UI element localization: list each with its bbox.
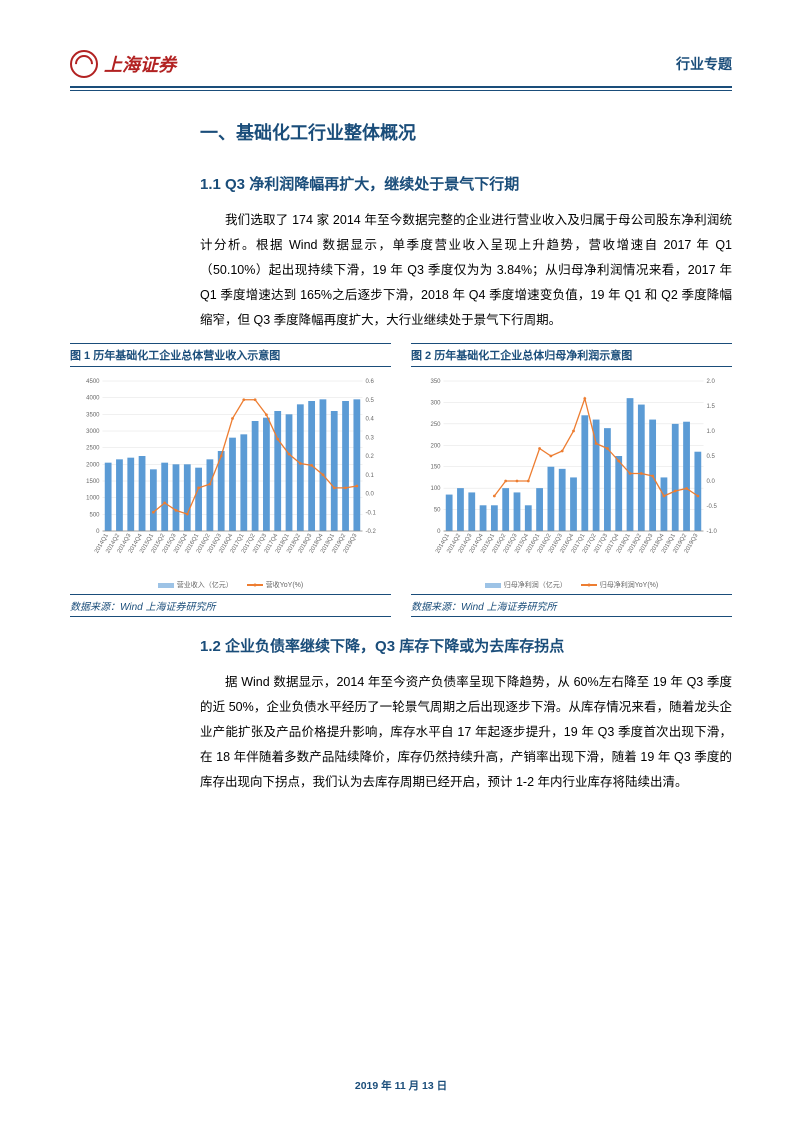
svg-text:150: 150 [430,465,441,471]
chart-2-block: 图 2 历年基础化工企业总体归母净利润示意图 0 50 100 150 200 250 30… [411,343,732,617]
svg-text:3500: 3500 [86,412,100,418]
chart-1-block: 图 1 历年基础化工企业总体营业收入示意图 0 500 1000 1500 2000 25… [70,343,391,617]
page-header: 上海证券 行业专题 [70,50,732,78]
footer-date: 2019 年 11 月 13 日 [0,1078,802,1093]
svg-text:350: 350 [430,379,441,385]
subsection-1-2-body: 据 Wind 数据显示，2014 年至今资产负债率呈现下降趋势，从 60%左右降… [200,670,732,795]
logo: 上海证券 [70,50,176,78]
svg-text:3000: 3000 [86,429,100,435]
svg-text:250: 250 [430,422,441,428]
subsection-1-2-title: 1.2 企业负债率继续下降，Q3 库存下降或为去库存拐点 [200,635,732,656]
chart-1-svg: 0 500 1000 1500 2000 2500 3000 3500 4000 4500 -0.2… [70,373,391,573]
svg-text:-0.1: -0.1 [366,510,377,516]
svg-text:0: 0 [437,529,441,535]
header-category: 行业专题 [676,54,732,74]
svg-text:4500: 4500 [86,379,100,385]
chart-1-legend-bar: 营业收入（亿元） [158,580,233,590]
legend-bar-swatch [158,583,174,588]
svg-text:0.5: 0.5 [366,398,375,404]
svg-text:0.0: 0.0 [707,479,716,485]
chart-2-legend-bar: 归母净利润（亿元） [485,580,567,590]
legend-line-swatch [247,584,263,586]
svg-text:2500: 2500 [86,446,100,452]
svg-text:300: 300 [430,400,441,406]
logo-icon [70,50,98,78]
chart-1-source: 数据来源：Wind 上海证券研究所 [70,594,391,617]
chart-2-bar-legend-label: 归母净利润（亿元） [504,580,567,590]
svg-text:0.3: 0.3 [366,435,375,441]
svg-text:-0.2: -0.2 [366,529,377,535]
svg-text:0.6: 0.6 [366,379,375,385]
chart-2-legend: 归母净利润（亿元） 归母净利润YoY(%) [411,580,732,590]
svg-text:100: 100 [430,486,441,492]
svg-text:0.5: 0.5 [707,454,716,460]
chart-1-legend-line: 营收YoY(%) [247,580,303,590]
chart-2-source: 数据来源：Wind 上海证券研究所 [411,594,732,617]
svg-text:4000: 4000 [86,396,100,402]
svg-text:2000: 2000 [86,462,100,468]
chart-1-bar-legend-label: 营业收入（亿元） [177,580,233,590]
svg-text:0.2: 0.2 [366,454,375,460]
svg-text:500: 500 [89,512,100,518]
logo-text: 上海证券 [104,51,176,77]
chart-1-title: 图 1 历年基础化工企业总体营业收入示意图 [70,343,391,367]
header-rule [70,86,732,91]
svg-text:0.4: 0.4 [366,417,375,423]
chart-2-svg: 0 50 100 150 200 250 300 350 -1.0 -0.5 0.0 0.5 1.0 1.… [411,373,732,573]
subsection-1-1-title: 1.1 Q3 净利润降幅再扩大，继续处于景气下行期 [200,173,732,194]
chart-2-title: 图 2 历年基础化工企业总体归母净利润示意图 [411,343,732,367]
svg-text:-0.5: -0.5 [707,504,718,510]
chart-2-legend-line: 归母净利润YoY(%) [581,580,658,590]
svg-text:1500: 1500 [86,479,100,485]
legend-bar-swatch [485,583,501,588]
legend-line-swatch [581,584,597,586]
svg-text:50: 50 [434,508,441,514]
subsection-1-1-body: 我们选取了 174 家 2014 年至今数据完整的企业进行营业收入及归属于母公司… [200,208,732,333]
chart-2-line-legend-label: 归母净利润YoY(%) [600,580,658,590]
svg-text:1000: 1000 [86,496,100,502]
svg-text:2.0: 2.0 [707,379,716,385]
charts-row: 图 1 历年基础化工企业总体营业收入示意图 050010001500200025… [70,343,732,617]
chart-1-legend: 营业收入（亿元） 营收YoY(%) [70,580,391,590]
svg-text:1.0: 1.0 [707,429,716,435]
svg-text:-1.0: -1.0 [707,529,718,535]
svg-text:0.0: 0.0 [366,492,375,498]
svg-text:1.5: 1.5 [707,404,716,410]
svg-text:0.1: 0.1 [366,473,375,479]
chart-1-line-legend-label: 营收YoY(%) [266,580,303,590]
svg-text:200: 200 [430,443,441,449]
svg-text:0: 0 [96,529,100,535]
section-title: 一、基础化工行业整体概况 [200,119,732,145]
